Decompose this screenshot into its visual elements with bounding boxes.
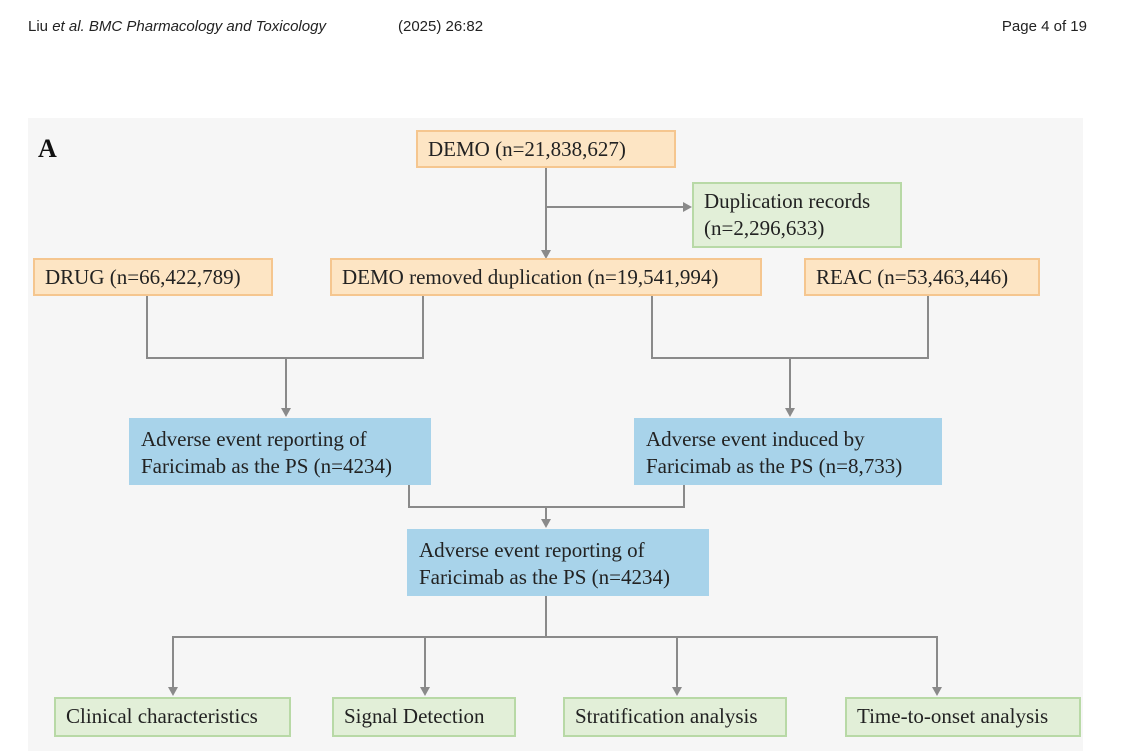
connector-line xyxy=(676,636,678,688)
connector-line xyxy=(927,296,929,358)
demo-removed-box: DEMO removed duplication (n=19,541,994) xyxy=(330,258,762,296)
ae-left-line1: Adverse event reporting of xyxy=(141,427,367,451)
drug-box-label: DRUG (n=66,422,789) xyxy=(45,265,241,289)
reac-box: REAC (n=53,463,446) xyxy=(804,258,1040,296)
journal-name: BMC Pharmacology and Toxicology xyxy=(84,18,326,35)
ae-right-line2: Faricimab as the PS (n=8,733) xyxy=(646,454,903,478)
drug-box: DRUG (n=66,422,789) xyxy=(33,258,273,296)
connector-line xyxy=(545,596,547,638)
output-box-signal-detection: Signal Detection xyxy=(332,697,516,737)
arrow-head xyxy=(932,687,942,696)
demo-box-label: DEMO (n=21,838,627) xyxy=(428,137,626,161)
output-label: Stratification analysis xyxy=(575,704,758,728)
et-al-text: et al. xyxy=(52,18,85,35)
output-label: Signal Detection xyxy=(344,704,485,728)
demo-removed-box-label: DEMO removed duplication (n=19,541,994) xyxy=(342,265,719,289)
connector-line xyxy=(546,206,684,208)
connector-line xyxy=(545,167,547,251)
reac-box-label: REAC (n=53,463,446) xyxy=(816,265,1009,289)
connector-line xyxy=(172,636,174,688)
duplication-box-line1: Duplication records xyxy=(704,189,871,213)
output-label: Clinical characteristics xyxy=(66,704,258,728)
arrow-head xyxy=(420,687,430,696)
connector-line xyxy=(545,506,547,520)
running-header-citation: Liu et al. BMC Pharmacology and Toxicolo… xyxy=(28,18,326,35)
connector-line xyxy=(422,296,424,358)
connector-line xyxy=(424,636,426,688)
author-text: Liu xyxy=(28,18,53,35)
arrow-head xyxy=(281,408,291,417)
panel-label: A xyxy=(38,134,57,163)
output-box-stratification-analysis: Stratification analysis xyxy=(563,697,787,737)
ae-final-box: Adverse event reporting of Faricimab as … xyxy=(407,529,709,596)
ae-final-line1: Adverse event reporting of xyxy=(419,538,645,562)
connector-line xyxy=(285,357,287,409)
output-box-clinical-characteristics: Clinical characteristics xyxy=(54,697,291,737)
duplication-box-line2: (n=2,296,633) xyxy=(704,216,825,240)
connector-line xyxy=(172,636,938,638)
arrow-head xyxy=(672,687,682,696)
connector-line xyxy=(683,484,685,508)
connector-line xyxy=(146,296,148,358)
ae-reporting-box-left: Adverse event reporting of Faricimab as … xyxy=(129,418,431,485)
duplication-box: Duplication records (n=2,296,633) xyxy=(692,182,902,248)
citation-volume: (2025) 26:82 xyxy=(398,18,484,35)
arrow-head xyxy=(541,250,551,259)
arrow-head xyxy=(541,519,551,528)
connector-line xyxy=(408,484,410,508)
ae-left-line2: Faricimab as the PS (n=4234) xyxy=(141,454,392,478)
connector-line xyxy=(789,357,791,409)
ae-final-line2: Faricimab as the PS (n=4234) xyxy=(419,565,670,589)
connector-line xyxy=(651,296,653,358)
page-number: Page 4 of 19 xyxy=(1001,18,1087,35)
output-box-time-to-onset-analysis: Time-to-onset analysis xyxy=(845,697,1081,737)
connector-line xyxy=(936,636,938,688)
arrow-head xyxy=(683,202,692,212)
arrow-head xyxy=(168,687,178,696)
demo-box: DEMO (n=21,838,627) xyxy=(416,130,676,168)
ae-right-line1: Adverse event induced by xyxy=(646,427,865,451)
arrow-head xyxy=(785,408,795,417)
ae-induced-box-right: Adverse event induced by Faricimab as th… xyxy=(634,418,942,485)
output-label: Time-to-onset analysis xyxy=(857,704,1049,728)
